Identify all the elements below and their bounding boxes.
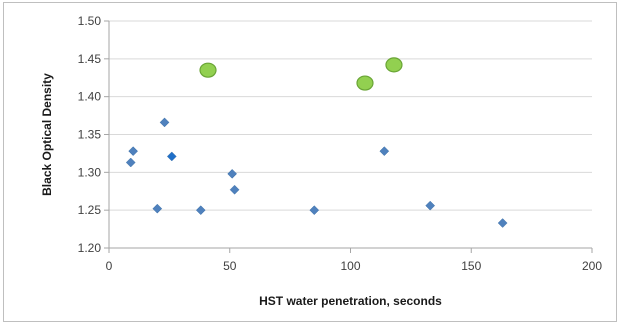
data-point-circle <box>356 75 374 91</box>
x-tick-label: 150 <box>461 259 481 273</box>
y-tick-label: 1.45 <box>78 52 102 66</box>
data-point-diamond <box>227 168 238 179</box>
y-tick-label: 1.30 <box>78 165 102 179</box>
x-tick-labels: 0 50 100 150 200 <box>106 259 603 273</box>
axes <box>104 20 593 253</box>
data-point-diamond <box>425 200 436 211</box>
data-point-circle <box>199 62 217 78</box>
x-tick-label: 100 <box>340 259 360 273</box>
y-tick-label: 1.25 <box>78 203 102 217</box>
y-tick-label: 1.50 <box>78 14 102 28</box>
gridlines <box>109 20 592 211</box>
data-point-circle <box>385 57 403 73</box>
data-points <box>125 57 508 228</box>
data-point-diamond <box>195 205 206 216</box>
y-tick-label: 1.40 <box>78 90 102 104</box>
y-tick-label: 1.20 <box>78 241 102 255</box>
data-point-diamond <box>159 117 170 128</box>
data-point-diamond <box>497 218 508 228</box>
data-point-diamond <box>128 146 139 157</box>
data-point-diamond <box>152 203 163 214</box>
chart-frame: 1.20 1.25 1.30 1.35 1.40 1.45 1.50 0 50 100 150 20… <box>3 2 617 322</box>
y-tick-labels: 1.20 1.25 1.30 1.35 1.40 1.45 1.50 <box>78 14 102 255</box>
x-tick-label: 200 <box>582 259 602 273</box>
x-tick-label: 50 <box>223 259 237 273</box>
data-point-diamond <box>166 151 177 162</box>
data-point-diamond <box>125 157 136 168</box>
y-tick-label: 1.35 <box>78 128 102 142</box>
scatter-chart: 1.20 1.25 1.30 1.35 1.40 1.45 1.50 0 50 100 150 20… <box>40 14 603 308</box>
y-axis-title: Black Optical Density <box>40 73 54 196</box>
x-axis-title: HST water penetration, seconds <box>259 294 442 308</box>
data-point-diamond <box>379 146 390 157</box>
data-point-diamond <box>309 205 320 216</box>
data-point-diamond <box>229 184 240 195</box>
x-tick-label: 0 <box>106 259 113 273</box>
